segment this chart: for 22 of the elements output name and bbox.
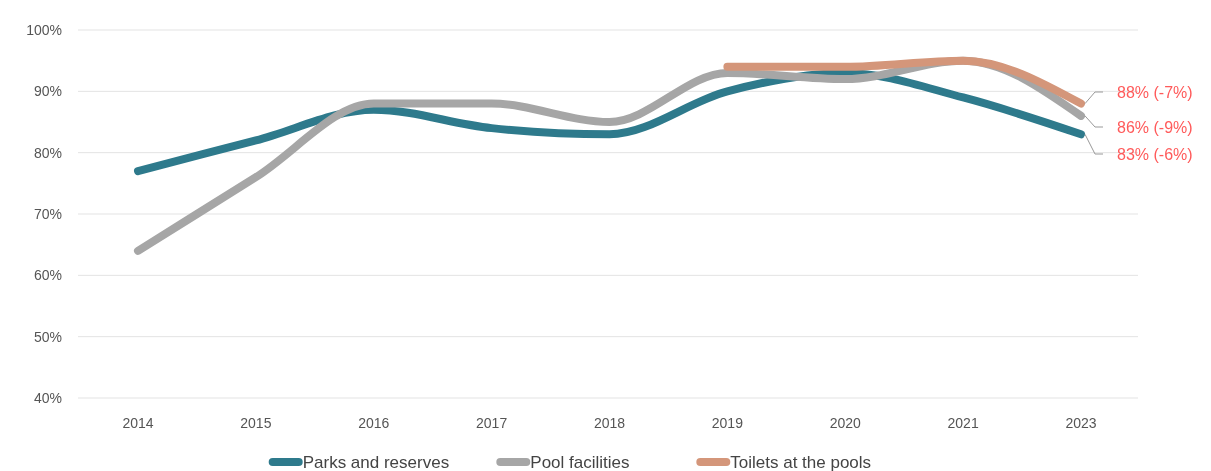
x-tick-label: 2015 [240,415,272,431]
x-tick-label: 2017 [476,415,508,431]
annotation: 83% (-6%) [1117,145,1193,163]
x-tick-label: 2023 [1065,415,1097,431]
y-tick-label: 50% [33,328,62,345]
annotation: 88% (-7%) [1117,83,1193,101]
x-tick-label: 2021 [947,415,979,431]
y-tick-label: 70% [33,205,62,222]
legend-label: Pool facilities [530,452,630,471]
x-tick-label: 2016 [358,415,390,431]
x-tick-label: 2014 [122,415,154,431]
x-tick-label: 2020 [829,415,862,431]
legend-label: Parks and reserves [302,452,450,471]
y-tick-label: 80% [33,144,62,161]
x-tick-label: 2019 [711,415,744,431]
annotation: 86% (-9%) [1117,118,1193,136]
y-tick-label: 90% [33,83,62,100]
y-tick-label: 40% [33,389,62,406]
legend-label: Toilets at the pools [730,452,872,471]
y-tick-label: 100% [26,21,62,38]
x-tick-label: 2018 [593,415,626,431]
y-tick-label: 60% [33,267,62,284]
